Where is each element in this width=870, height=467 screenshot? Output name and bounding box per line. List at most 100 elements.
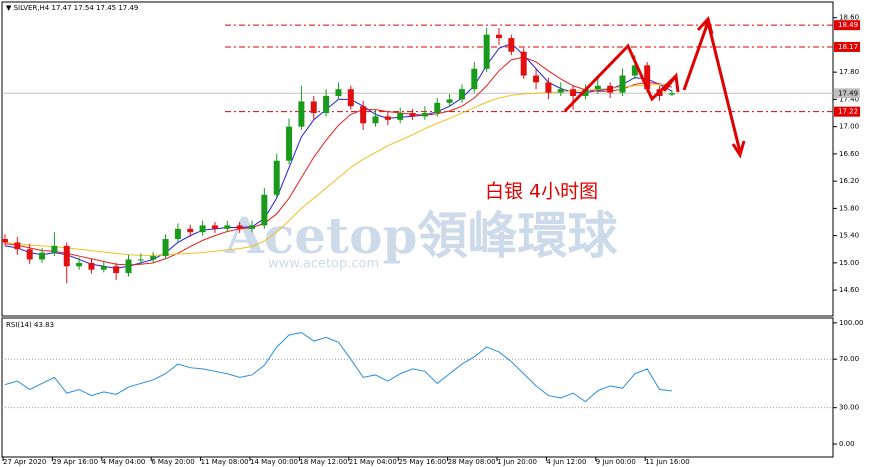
candle-body (508, 38, 515, 52)
arrow-path (563, 43, 678, 113)
ohlc-value: 17.54 (74, 4, 95, 12)
y-tick-label: 16.20 (839, 177, 859, 185)
candle-body (211, 225, 218, 229)
y-tick-label: 100.00 (839, 319, 864, 327)
candle-body (668, 93, 675, 95)
candle-body (14, 242, 21, 250)
candle-body (619, 75, 626, 93)
x-tick-label: 25 May 16:00 (398, 458, 446, 466)
candle-body (496, 34, 502, 39)
level-box (834, 20, 860, 31)
x-tick-label: 29 Apr 16:00 (52, 458, 98, 466)
level-label: 18.49 (838, 21, 858, 29)
candle-body (607, 85, 614, 93)
candle-body (594, 85, 601, 90)
y-tick-label: 15.00 (839, 259, 859, 267)
candle-body (174, 228, 181, 240)
last-price-box (834, 88, 860, 99)
ohlc-value: 17.49 (118, 4, 138, 12)
candle-body (631, 65, 638, 76)
candle-body (471, 68, 478, 90)
annotation: 白银 4小时图 (485, 181, 598, 203)
x-tick-label: 14 May 00:00 (250, 458, 298, 466)
header: ▼ SILVER,H4 17.47 17.54 17.45 17.49 (6, 4, 138, 12)
candle-body (434, 102, 441, 114)
x-tick-label: 9 Jun 00:00 (596, 458, 636, 466)
watermark: Acetop領峰環球 www.acetop.com (224, 206, 618, 272)
candle-body (323, 95, 330, 114)
candle-body (199, 225, 206, 233)
ohlc-value: 17.45 (96, 4, 116, 12)
x-tick-label: 21 May 04:00 (349, 458, 397, 466)
candle-body (2, 239, 8, 243)
y-tick-label: 16.60 (839, 150, 859, 158)
candle-body (26, 249, 33, 260)
rsi-header: RSI(14) 43.83 (6, 321, 54, 329)
y-tick-label: 17.00 (839, 123, 859, 131)
candle-body (582, 89, 589, 96)
arrow-head (731, 140, 746, 159)
candle-body (100, 266, 107, 270)
candle-body (533, 75, 540, 83)
candle-body (360, 106, 367, 124)
candle-body (458, 89, 465, 100)
x-tick-label: 11 Jun 16:00 (645, 458, 689, 466)
x-tick-label: 4 May 04:00 (102, 458, 146, 466)
candle-body (557, 89, 564, 93)
x-tick-label: 6 May 20:00 (151, 458, 195, 466)
rsi-panel (1, 317, 834, 458)
candle-body (249, 225, 255, 229)
candle-body (421, 113, 428, 117)
rsi-title: RSI(14) (6, 321, 32, 329)
y-tick-label: 30.00 (839, 404, 859, 412)
x-tick-label: 1 Jun 20:00 (497, 458, 537, 466)
candle-body (76, 262, 83, 267)
y-tick-label: 15.40 (839, 232, 859, 240)
y-tick-label: 17.40 (839, 95, 859, 103)
candle-body (335, 89, 342, 96)
candle-body (51, 245, 58, 253)
y-tick-label: 15.80 (839, 204, 859, 212)
ohlc-value: 17.47 (52, 4, 72, 12)
candle-body (162, 239, 169, 257)
candle-body (570, 89, 577, 96)
candle-body (644, 65, 651, 90)
price-panel (1, 1, 834, 317)
y-tick-label: 17.80 (839, 68, 859, 76)
candle-body (298, 101, 305, 127)
candle-body (409, 113, 416, 117)
candle-body (261, 194, 268, 226)
candle-body (88, 262, 95, 270)
x-tick-label: 18 May 12:00 (299, 458, 347, 466)
arrow-head (662, 72, 680, 93)
candle-body (286, 126, 293, 161)
candle-body (113, 266, 120, 274)
y-tick-label: 0.00 (839, 440, 855, 448)
level-label: 18.17 (838, 43, 858, 51)
symbol: SILVER,H4 (14, 4, 50, 12)
candle-body (520, 51, 527, 76)
candle-body (224, 225, 231, 229)
y-tick-label: 18.60 (839, 14, 859, 22)
candle-body (137, 259, 144, 261)
last-price-label: 17.49 (838, 89, 858, 97)
arrow-head (696, 15, 714, 35)
rsi-value: 43.83 (34, 321, 54, 329)
x-tick-label: 27 Apr 2020 (3, 458, 46, 466)
candle-body (483, 34, 490, 69)
candle-body (236, 225, 243, 229)
watermark-url: www.acetop.com (268, 257, 379, 272)
candle-body (125, 259, 132, 274)
candle-body (273, 160, 280, 195)
candle-body (63, 245, 70, 267)
arrow-path (682, 16, 742, 153)
x-tick-label: 28 May 08:00 (448, 458, 496, 466)
candle-body (372, 116, 379, 124)
candle-body (446, 99, 453, 103)
candle-body (397, 113, 404, 120)
rsi-line (4, 332, 672, 403)
candle-body (310, 101, 317, 114)
level-label: 17.22 (838, 108, 858, 116)
watermark-text: Acetop領峰環球 (224, 206, 618, 265)
